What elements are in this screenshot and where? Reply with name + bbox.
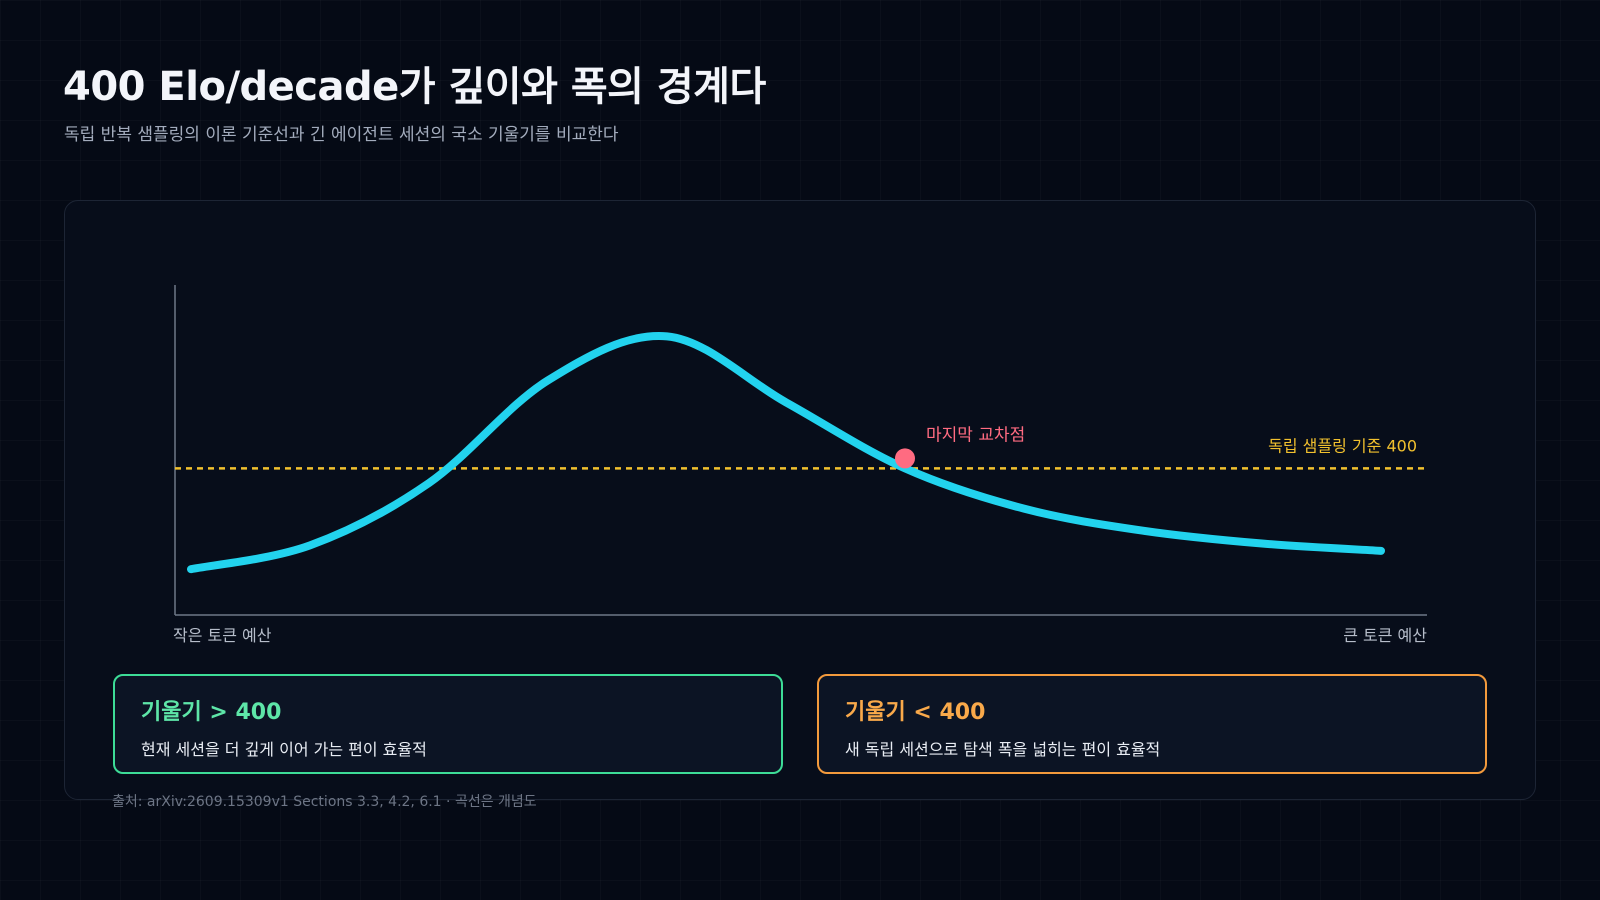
- baseline-label: 독립 샘플링 기준 400: [1268, 436, 1417, 455]
- chart-panel: 독립 샘플링 기준 400 마지막 교차점 작은 토큰 예산 큰 토큰 예산 기…: [64, 200, 1536, 800]
- page-subtitle: 독립 반복 샘플링의 이론 기준선과 긴 에이전트 세션의 국소 기울기를 비교…: [64, 125, 619, 145]
- crossing-point: [895, 448, 915, 469]
- card-deeper-title: 기울기 > 400: [141, 700, 282, 725]
- x-label-right: 큰 토큰 예산: [1343, 626, 1427, 645]
- card-deeper-desc: 현재 세션을 더 깊게 이어 가는 편이 효율적: [141, 740, 427, 759]
- card-deeper: 기울기 > 400 현재 세션을 더 깊게 이어 가는 편이 효율적: [113, 674, 783, 774]
- series-line: [187, 331, 1385, 574]
- card-wider: 기울기 < 400 새 독립 세션으로 탐색 폭을 넓히는 편이 효율적: [817, 674, 1487, 774]
- x-label-left: 작은 토큰 예산: [173, 626, 272, 645]
- source-note: 출처: arXiv:2609.15309v1 Sections 3.3, 4.2…: [112, 794, 537, 810]
- card-wider-title: 기울기 < 400: [845, 700, 986, 725]
- card-wider-desc: 새 독립 세션으로 탐색 폭을 넓히는 편이 효율적: [845, 740, 1161, 759]
- crossing-label: 마지막 교차점: [926, 425, 1025, 445]
- page-title: 400 Elo/decade가 깊이와 폭의 경계다: [63, 64, 766, 110]
- chart: 독립 샘플링 기준 400 마지막 교차점 작은 토큰 예산 큰 토큰 예산: [173, 285, 1427, 645]
